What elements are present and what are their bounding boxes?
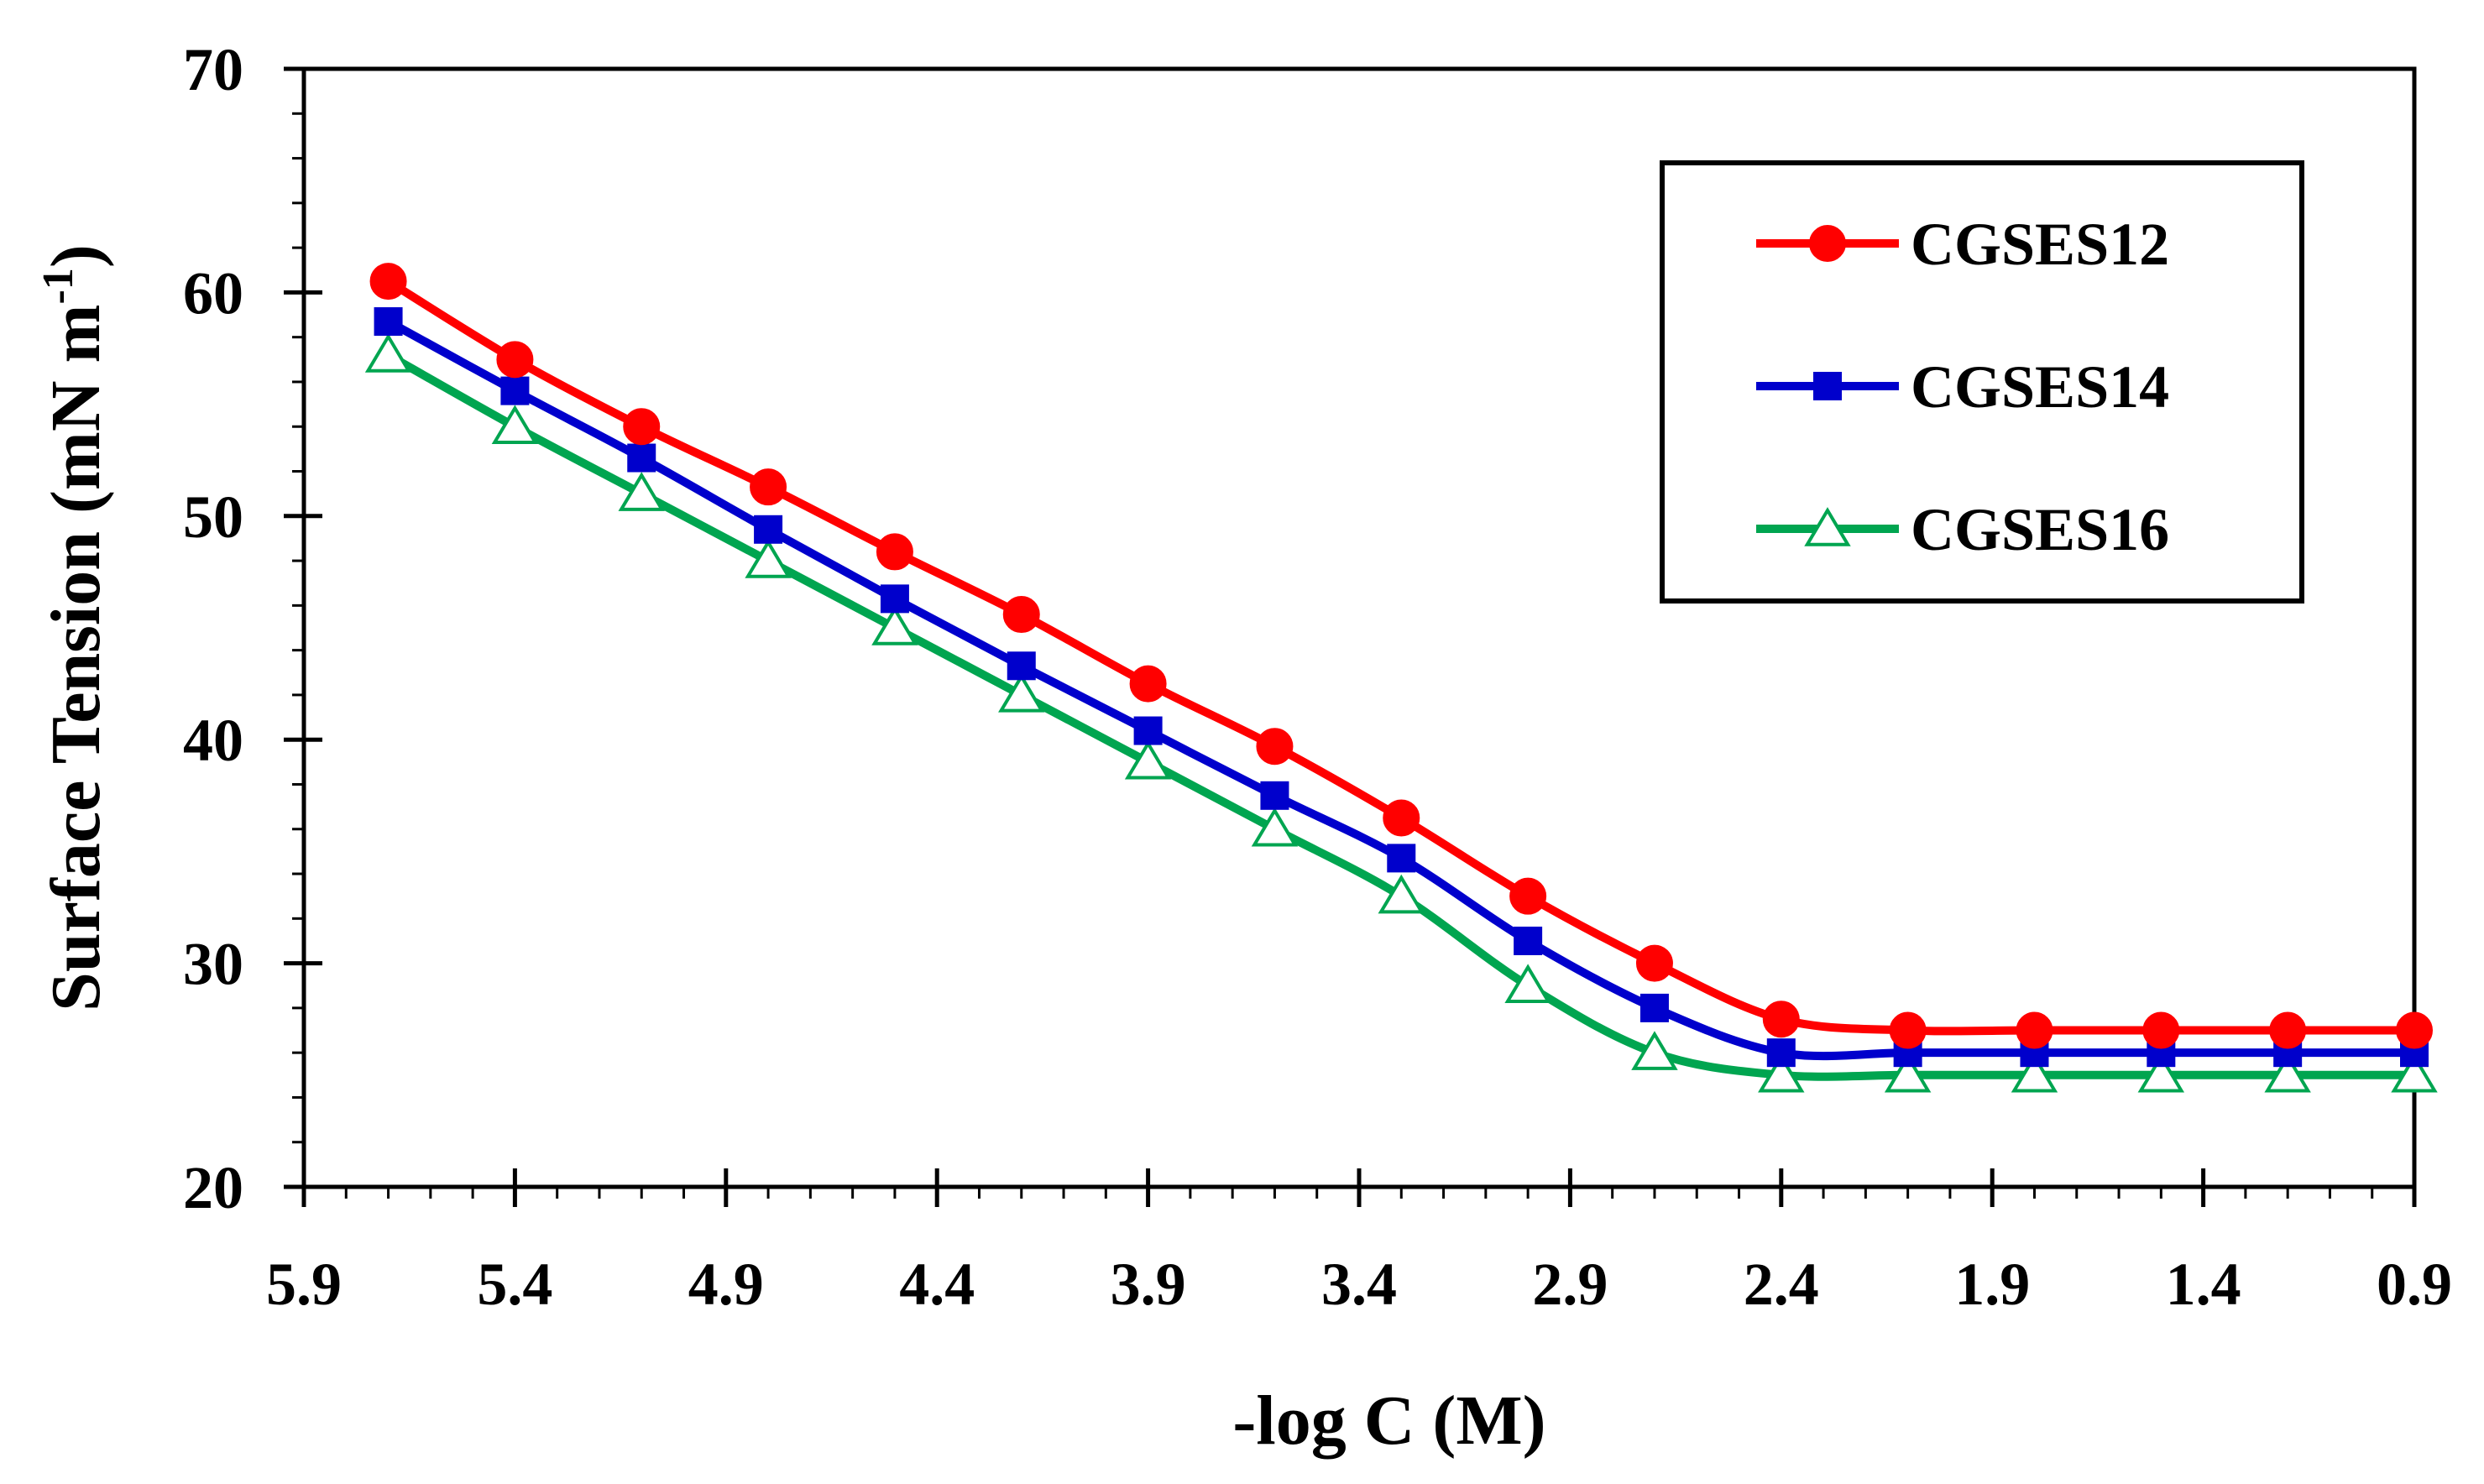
data-point — [2011, 1053, 2058, 1093]
data-point — [500, 376, 530, 405]
x-tick-label: 2.4 — [1744, 1251, 1819, 1318]
x-tick-label: 4.9 — [688, 1251, 764, 1318]
data-point — [1509, 877, 1547, 915]
series-CGSES12 — [369, 263, 2433, 1049]
y-tick-label: 40 — [183, 707, 243, 774]
y-tick-label: 50 — [183, 483, 243, 551]
data-point — [876, 533, 913, 571]
data-point — [880, 584, 909, 614]
y-tick-labels: 20 30 40 50 60 70 — [183, 36, 243, 1221]
data-point — [1378, 874, 1425, 914]
data-point — [364, 333, 412, 373]
series-CGSES16 — [364, 333, 2438, 1093]
x-major-ticks — [301, 1168, 2417, 1207]
y-tick-label: 30 — [183, 931, 243, 998]
data-point — [2269, 1011, 2307, 1049]
data-point — [1002, 596, 1040, 634]
x-tick-label: 0.9 — [2377, 1251, 2452, 1318]
x-tick-label: 2.9 — [1532, 1251, 1608, 1318]
data-point — [1762, 1001, 1800, 1038]
data-point — [369, 263, 407, 300]
legend-item-CGSES14: CGSES14 — [1756, 353, 2169, 421]
data-point — [1631, 1031, 1678, 1070]
data-point — [1504, 964, 1551, 1003]
y-tick-label: 60 — [183, 259, 243, 327]
x-tick-labels: 5.9 5.4 4.9 4.4 3.9 3.4 2.9 2.4 1.9 1.4 0.9 — [266, 1251, 2452, 1318]
x-tick-label: 3.9 — [1111, 1251, 1186, 1318]
data-point — [750, 468, 787, 506]
data-point — [1133, 716, 1163, 745]
data-point — [1639, 993, 1669, 1022]
data-point — [623, 408, 661, 446]
x-tick-label: 3.4 — [1321, 1251, 1397, 1318]
data-point — [2391, 1053, 2438, 1093]
y-axis-label-main: Surface Tension (mN m — [37, 304, 115, 1011]
data-point — [1635, 944, 1673, 982]
series-layer — [364, 263, 2438, 1093]
data-point — [1007, 651, 1036, 681]
data-point — [1129, 665, 1167, 703]
data-point — [2142, 1011, 2180, 1049]
data-point — [491, 405, 539, 444]
legend-item-CGSES12: CGSES12 — [1756, 211, 2169, 278]
data-point — [1514, 926, 1543, 955]
data-point — [754, 515, 783, 544]
legend-label: CGSES12 — [1911, 211, 2169, 278]
y-axis-label: Surface Tension (mN m-1) — [34, 244, 115, 1011]
data-point — [618, 472, 665, 511]
data-point — [1251, 807, 1299, 847]
data-point — [374, 307, 403, 337]
data-point — [627, 443, 656, 473]
legend-label: CGSES14 — [1911, 353, 2169, 421]
x-axis-label: -log C (M) — [1232, 1382, 1545, 1460]
data-point — [2137, 1053, 2185, 1093]
data-point — [2016, 1011, 2053, 1049]
data-point — [1889, 1011, 1927, 1049]
y-major-ticks — [284, 66, 322, 1189]
series-line — [386, 317, 2415, 1061]
data-point — [1124, 739, 1172, 780]
y-axis-label-close: ) — [37, 244, 115, 268]
data-point — [2396, 1011, 2433, 1049]
x-tick-label: 5.9 — [266, 1251, 342, 1318]
legend: CGSES12 CGSES14 CGSES16 — [1660, 160, 2304, 604]
x-tick-label: 5.4 — [477, 1251, 552, 1318]
y-axis-label-superscript: -1 — [34, 268, 82, 304]
data-point — [1387, 844, 1416, 873]
data-point — [1758, 1053, 1805, 1093]
legend-label: CGSES16 — [1911, 496, 2169, 563]
data-point — [2264, 1053, 2311, 1093]
data-point — [745, 539, 792, 578]
data-point — [1256, 728, 1294, 766]
data-point — [496, 341, 534, 379]
series-line — [386, 351, 2414, 1081]
x-tick-label: 1.4 — [2166, 1251, 2241, 1318]
data-point — [1884, 1053, 1932, 1093]
data-point — [1260, 781, 1289, 810]
y-tick-label: 20 — [183, 1154, 243, 1221]
legend-marker — [1804, 507, 1851, 546]
x-tick-label: 1.9 — [1954, 1251, 2030, 1318]
data-point — [1766, 1038, 1796, 1068]
data-point — [1383, 799, 1420, 837]
y-tick-label: 70 — [183, 36, 243, 103]
x-tick-label: 4.4 — [899, 1251, 975, 1318]
legend-marker — [1813, 372, 1842, 400]
data-point — [998, 673, 1045, 713]
legend-item-CGSES16: CGSES16 — [1756, 496, 2169, 563]
legend-marker — [1809, 225, 1846, 262]
data-point — [871, 606, 918, 645]
